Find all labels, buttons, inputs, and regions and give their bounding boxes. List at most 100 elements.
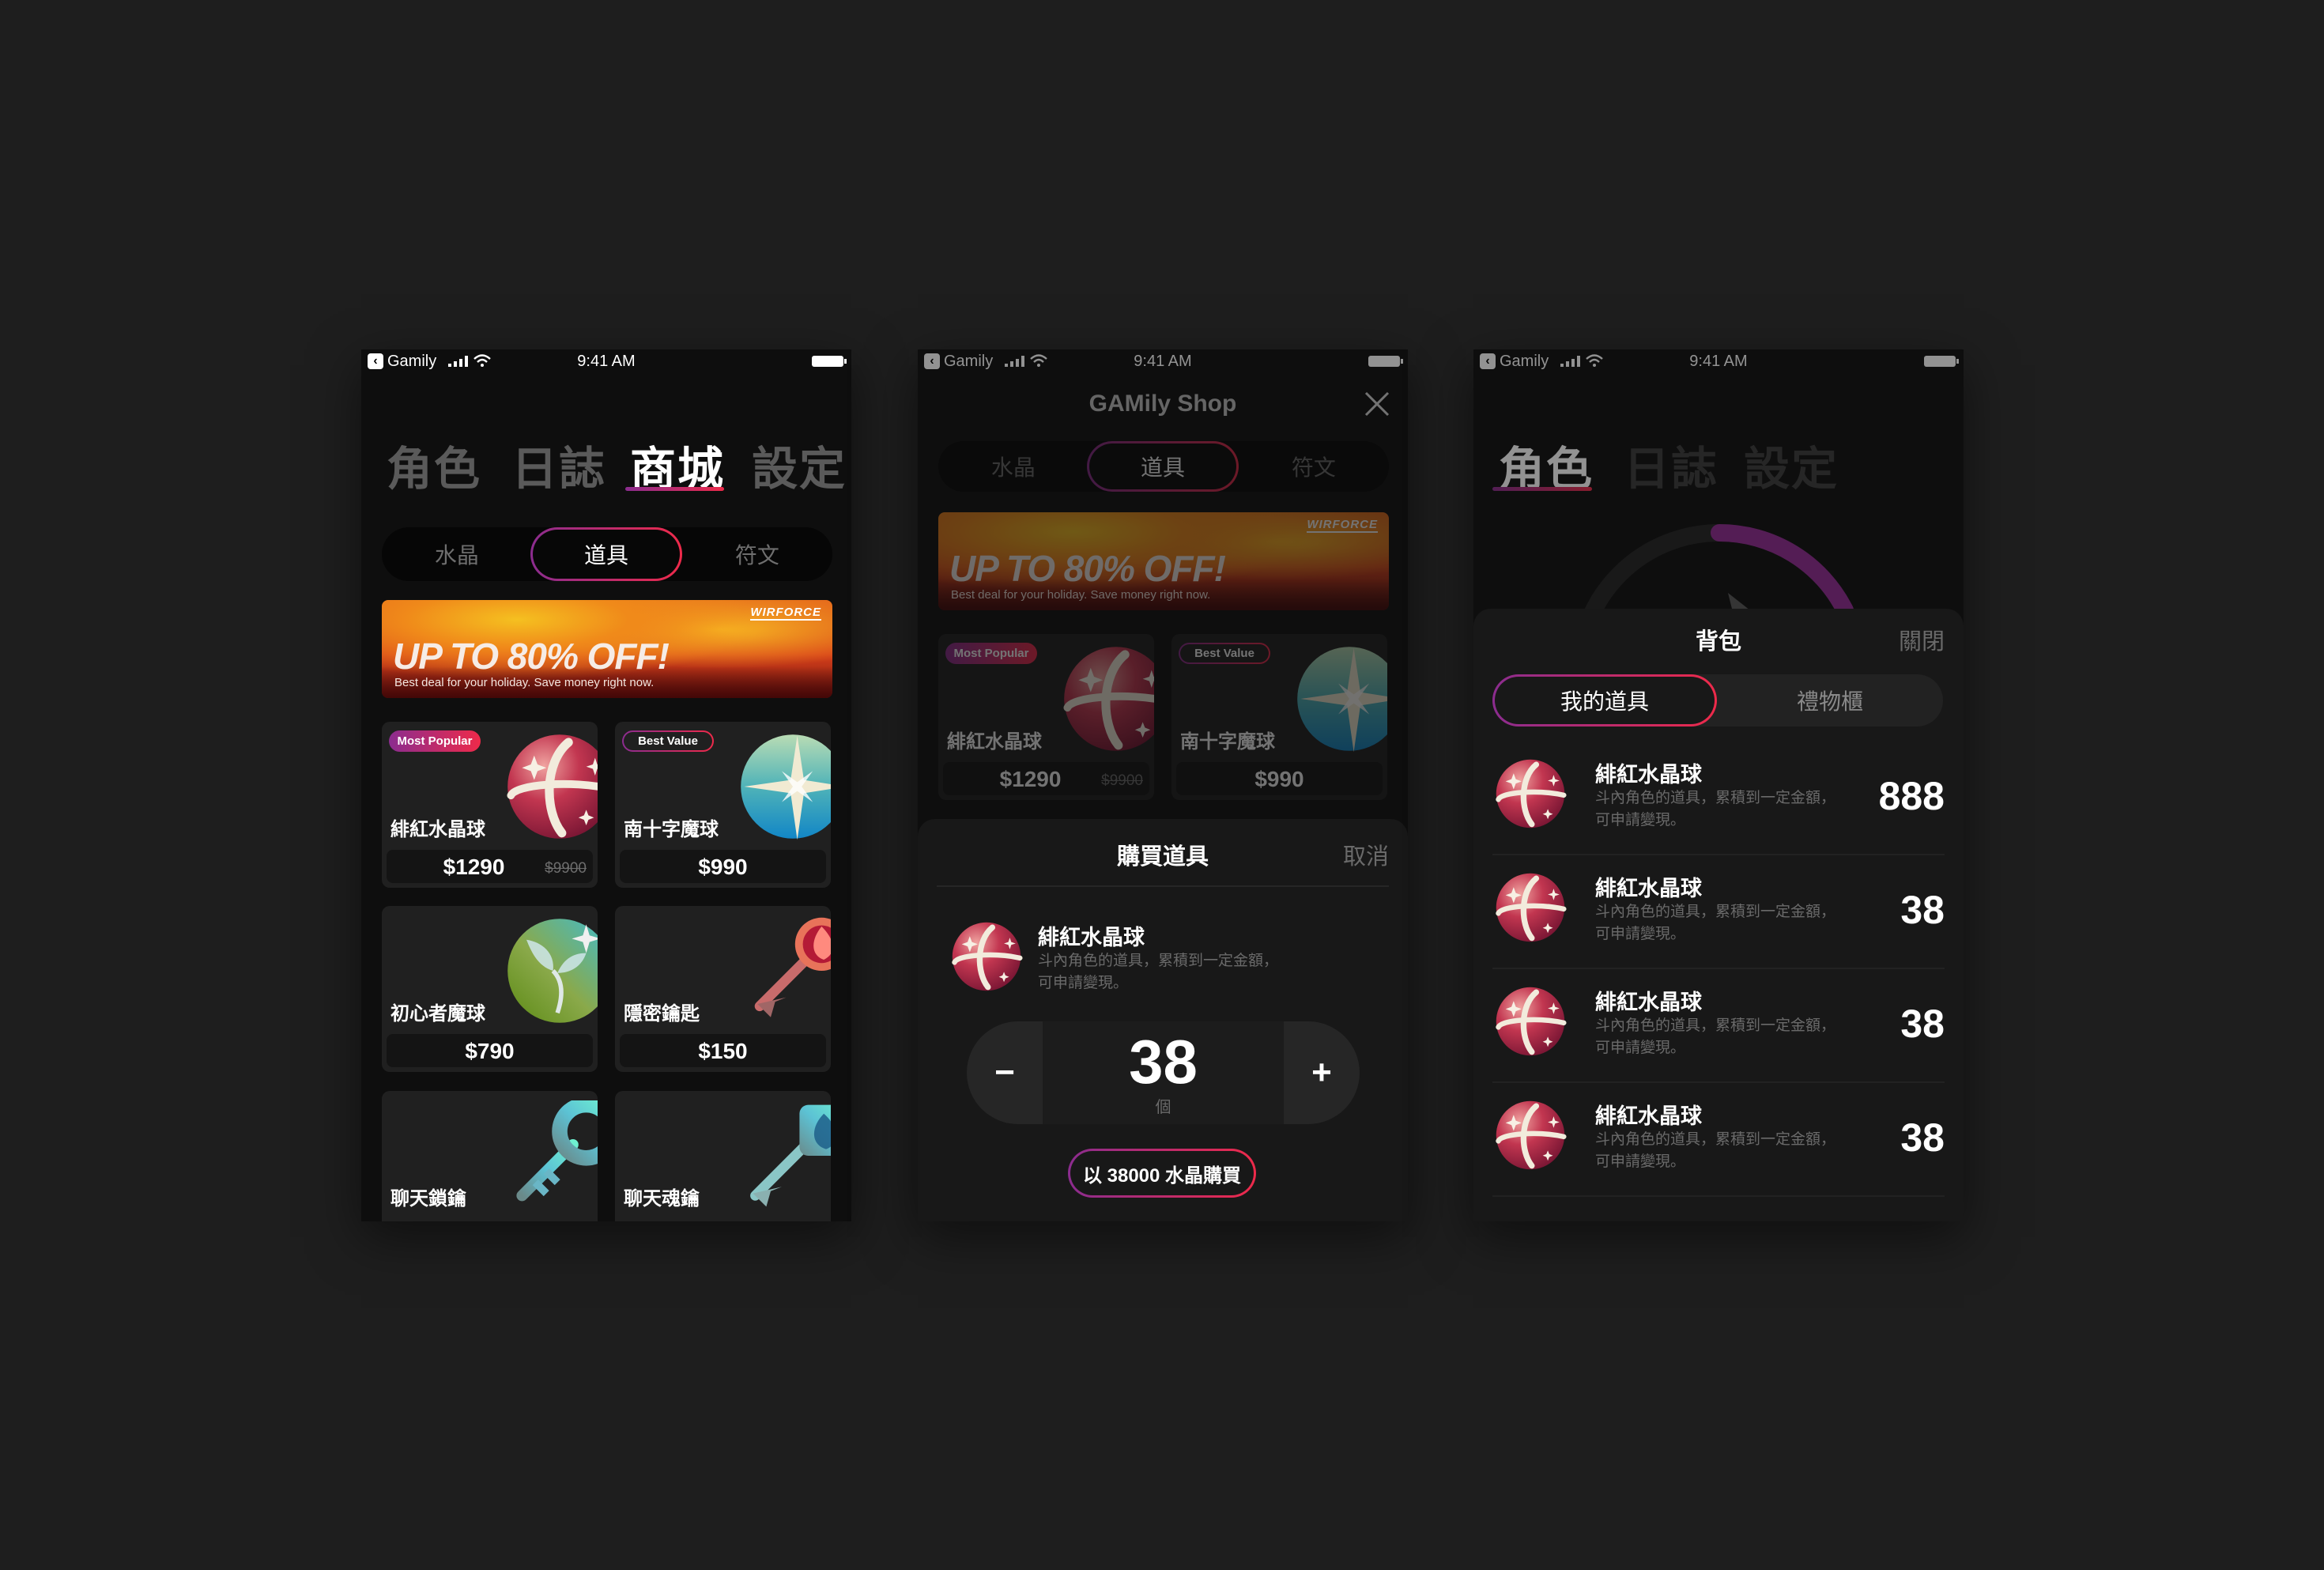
price-button[interactable]: $990 [620, 850, 826, 883]
item-card[interactable]: 隱密鑰匙 $150 [615, 906, 831, 1072]
tab-character[interactable]: 角色 [387, 443, 482, 495]
crimson-orb-icon [1061, 643, 1154, 754]
segment-runes[interactable]: 符文 [734, 543, 779, 568]
back-app-icon[interactable]: ‹ [1480, 353, 1496, 369]
crimson-orb-icon [504, 731, 598, 842]
description-line: 斗內角色的道具，累積到一定金額， [1038, 953, 1279, 969]
item-price: $990 [1254, 767, 1304, 791]
status-time: 9:41 AM [1134, 353, 1192, 370]
item-name: 緋紅水晶球 [1595, 1104, 1702, 1128]
item-card[interactable]: 初心者魔球 $790 [382, 906, 598, 1072]
tab-settings[interactable]: 設定 [1744, 443, 1839, 495]
tab-shop[interactable]: 商城 [630, 443, 726, 495]
segment-crystal[interactable]: 水晶 [990, 455, 1036, 480]
item-description: 斗內角色的道具，累積到一定金額， 可申請變現。 [1038, 950, 1278, 994]
item-price: $790 [465, 1039, 515, 1063]
tab-gift-box[interactable]: 禮物櫃 [1796, 689, 1863, 714]
description-line: 斗內角色的道具，累積到一定金額， [1595, 1131, 1836, 1148]
back-app-icon[interactable]: ‹ [368, 353, 383, 369]
banner-headline: UP TO 80% OFF! [393, 636, 670, 677]
shop-title: GAMily Shop [1088, 391, 1237, 417]
back-app-label[interactable]: Gamily [387, 353, 437, 370]
tab-journal[interactable]: 日誌 [511, 443, 607, 495]
battery-icon [1368, 356, 1403, 367]
increment-button[interactable]: + [1311, 1053, 1332, 1092]
quantity-unit: 個 [1155, 1099, 1171, 1116]
tab-character[interactable]: 角色 [1499, 443, 1594, 495]
banner-logo: WIRFORCE [750, 606, 821, 621]
backpack-tabs: 我的道具 禮物櫃 [1492, 674, 1943, 727]
price-button[interactable]: $1290 $9900 [943, 762, 1149, 795]
banner-crowd [938, 579, 1389, 610]
item-card[interactable]: 聊天魂鑰 [615, 1091, 831, 1221]
best-value-badge: Best Value [622, 730, 714, 752]
banner-crowd [382, 666, 832, 698]
tab-my-items[interactable]: 我的道具 [1492, 674, 1717, 727]
active-tab-indicator [625, 487, 724, 491]
item-card[interactable]: Most Popular 緋紅水晶球 $1290 $9900 [938, 634, 1154, 800]
back-app-label[interactable]: Gamily [944, 353, 994, 370]
battery-icon [1924, 356, 1959, 367]
crimson-orb-icon [1494, 1099, 1567, 1172]
row-divider [1492, 968, 1945, 969]
item-card[interactable]: Most Popular 緋紅水晶球 $1290 $9900 [382, 722, 598, 888]
item-price: $1290 [999, 767, 1062, 791]
backpack-screen: ‹ Gamily 9:41 AM 角色 日誌 設定 背包 關閉 我的道具 禮物櫃… [1473, 349, 1964, 1221]
status-time: 9:41 AM [577, 353, 636, 370]
decrement-button[interactable]: − [994, 1053, 1015, 1092]
segment-runes[interactable]: 符文 [1291, 455, 1336, 480]
segment-crystal[interactable]: 水晶 [434, 543, 479, 568]
item-original-price: $9900 [545, 860, 587, 877]
row-divider [1492, 1081, 1945, 1083]
price-button[interactable]: $150 [620, 1034, 826, 1067]
description-line: 斗內角色的道具，累積到一定金額， [1595, 1017, 1836, 1034]
item-name: 緋紅水晶球 [1595, 763, 1702, 787]
crimson-orb-icon [1494, 871, 1567, 944]
item-price: $150 [698, 1039, 748, 1063]
back-app-icon[interactable]: ‹ [924, 353, 940, 369]
item-name: 緋紅水晶球 [390, 819, 485, 840]
description-line: 可申請變現。 [1595, 1040, 1686, 1056]
description-line: 可申請變現。 [1038, 975, 1129, 991]
cancel-button[interactable]: 取消 [1342, 844, 1389, 870]
level-progress-ring [1580, 524, 1858, 618]
close-icon[interactable] [1364, 391, 1390, 417]
item-price: $990 [698, 855, 748, 879]
sprout-orb-icon [504, 915, 598, 1026]
promo-banner[interactable]: WIRFORCE UP TO 80% OFF! Best deal for yo… [382, 600, 832, 698]
price-button[interactable]: $1290 $9900 [387, 850, 593, 883]
active-tab-indicator [1492, 487, 1592, 491]
star-orb-icon [1294, 643, 1387, 754]
buy-button[interactable]: 以 38000 水晶購買 [1068, 1149, 1256, 1198]
banner-subtitle: Best deal for your holiday. Save money r… [951, 588, 1211, 602]
quantity-display[interactable]: 38 個 [1043, 1021, 1284, 1124]
item-card[interactable]: Best Value 南十字魔球 $990 [615, 722, 831, 888]
tab-settings[interactable]: 設定 [752, 443, 847, 495]
item-description: 斗內角色的道具，累積到一定金額， 可申請變現。 [1595, 1129, 1835, 1173]
price-button[interactable]: $790 [387, 1034, 593, 1067]
item-name: 隱密鑰匙 [624, 1003, 700, 1025]
backpack-sheet: 背包 關閉 我的道具 禮物櫃 緋紅水晶球 斗內角色的道具，累積到一定金額， 可申… [1473, 609, 1964, 1221]
close-button[interactable]: 關閉 [1898, 629, 1945, 655]
most-popular-badge: Most Popular [945, 643, 1037, 664]
price-button[interactable]: $990 [1176, 762, 1383, 795]
segment-items[interactable]: 道具 [530, 527, 682, 581]
back-app-label[interactable]: Gamily [1500, 353, 1549, 370]
segment-items[interactable]: 道具 [1087, 441, 1239, 492]
crimson-orb-icon [1494, 985, 1567, 1058]
row-divider [1492, 1195, 1945, 1197]
most-popular-badge: Most Popular [389, 730, 481, 752]
tab-journal[interactable]: 日誌 [1624, 443, 1719, 495]
crimson-orb-icon [950, 920, 1023, 993]
item-card[interactable]: 聊天鎖鑰 [382, 1091, 598, 1221]
item-name: 緋紅水晶球 [1595, 877, 1702, 900]
banner-subtitle: Best deal for your holiday. Save money r… [394, 676, 655, 689]
item-card[interactable]: Best Value 南十字魔球 $990 [1171, 634, 1387, 800]
promo-banner[interactable]: WIRFORCE UP TO 80% OFF! Best deal for yo… [938, 512, 1389, 610]
category-segmented-control: 水晶 道具 符文 [382, 527, 832, 581]
category-segmented-control: 水晶 道具 符文 [938, 441, 1389, 492]
status-bar: ‹ Gamily 9:41 AM [918, 349, 1408, 373]
description-line: 可申請變現。 [1595, 926, 1686, 942]
shop-screen: ‹ Gamily 9:41 AM 角色 日誌 商城 設定 水晶 道具 符文 WI… [361, 349, 851, 1221]
item-price: $1290 [443, 855, 505, 879]
